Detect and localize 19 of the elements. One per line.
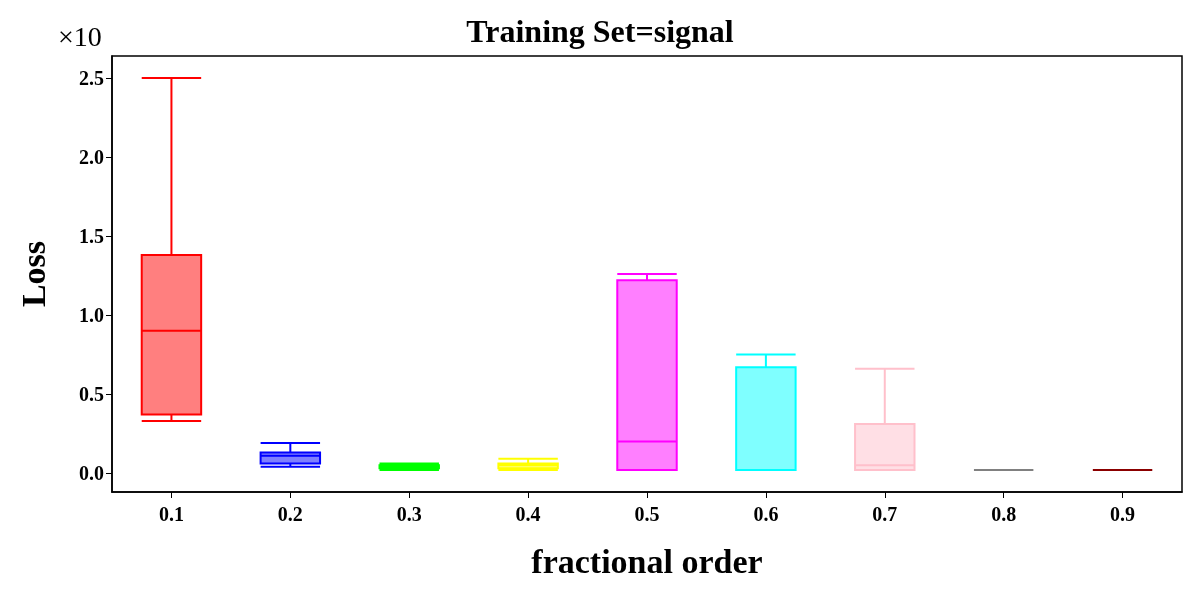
x-axis-title: fractional order <box>531 542 763 580</box>
x-tick-label: 0.2 <box>277 503 303 525</box>
y-tick-label: 1.0 <box>79 304 104 327</box>
y-tick-label: 0.0 <box>79 462 104 485</box>
text: ×10 <box>58 20 102 52</box>
x-tick-label: 0.1 <box>158 503 184 525</box>
x-tick-label: 0.7 <box>872 503 898 525</box>
y-tick-label: 2.0 <box>79 146 104 169</box>
y-tick-label: 0.5 <box>79 383 104 406</box>
x-tick-label: 0.3 <box>396 503 422 525</box>
y-tick-label: 1.5 <box>79 225 104 248</box>
x-tick-label: 0.6 <box>753 503 779 525</box>
y-tick-label: 2.5 <box>79 67 104 90</box>
x-tick-label: 0.4 <box>515 503 541 525</box>
x-tick-label: 0.9 <box>1110 503 1136 525</box>
x-tick-label: 0.8 <box>991 503 1017 525</box>
chart-title: Training Set=signal <box>466 13 734 49</box>
y-axis-title: Loss <box>14 240 52 308</box>
x-tick-label: 0.5 <box>634 503 660 525</box>
